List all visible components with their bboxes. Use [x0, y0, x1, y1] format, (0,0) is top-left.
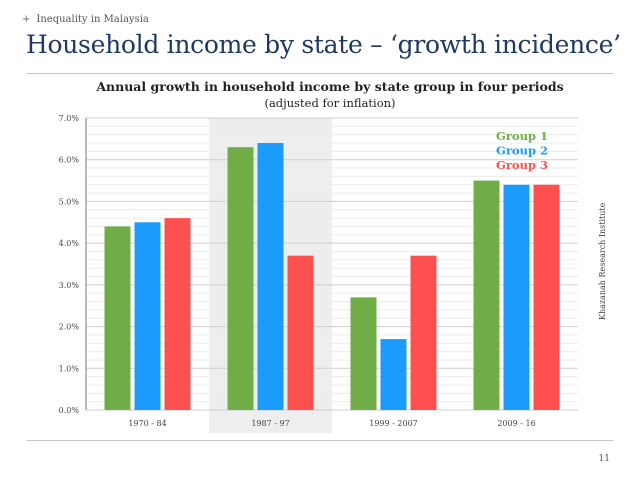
plus-icon: + — [22, 14, 31, 25]
kicker-label: Inequality in Malaysia — [36, 14, 149, 25]
legend-entry: Group 1 — [496, 129, 548, 143]
y-tick-label: 4.0% — [59, 239, 80, 248]
y-tick-labels: 0.0% 1.0% 2.0% 3.0% 4.0% 5.0% 6.0% 7.0% — [59, 114, 80, 415]
title-divider — [26, 73, 614, 74]
bar-group-1 — [350, 297, 377, 410]
bar-group-2 — [380, 339, 407, 410]
x-tick-label: 1999 - 2007 — [369, 419, 418, 428]
footer-divider — [26, 440, 614, 441]
y-tick-label: 1.0% — [59, 364, 80, 373]
page-number: 11 — [598, 454, 610, 464]
bar-group-3 — [410, 255, 437, 410]
y-tick-label: 2.0% — [59, 323, 80, 332]
bar-group-3 — [287, 255, 314, 410]
bar-group-3 — [533, 184, 560, 410]
bar-group-1 — [104, 226, 131, 410]
section-kicker: + Inequality in Malaysia — [22, 14, 149, 25]
y-tick-label: 7.0% — [59, 114, 80, 123]
chart-bars — [104, 143, 560, 410]
chart-title: Annual growth in household income by sta… — [95, 79, 563, 94]
x-tick-labels: 1970 - 84 1987 - 97 1999 - 2007 2009 - 16 — [128, 419, 535, 428]
x-tick-label: 1970 - 84 — [128, 419, 166, 428]
bar-group-2 — [134, 222, 161, 410]
chart-subtitle: (adjusted for inflation) — [264, 96, 395, 110]
bar-group-1 — [227, 147, 254, 410]
bar-group-2 — [257, 143, 284, 410]
y-tick-label: 0.0% — [59, 406, 80, 415]
y-tick-label: 6.0% — [59, 156, 80, 165]
legend-entry: Group 2 — [496, 144, 548, 158]
y-tick-label: 3.0% — [59, 281, 80, 290]
page-title: Household income by state – ‘growth inci… — [26, 30, 621, 59]
x-tick-label: 2009 - 16 — [497, 419, 535, 428]
bar-group-1 — [473, 180, 500, 410]
bar-group-2 — [503, 184, 530, 410]
credit-label: Khazanah Research Institute — [598, 202, 607, 320]
legend-entry: Group 3 — [496, 158, 548, 172]
x-tick-label: 1987 - 97 — [251, 419, 289, 428]
bar-group-3 — [164, 218, 191, 410]
y-tick-label: 5.0% — [59, 197, 80, 206]
